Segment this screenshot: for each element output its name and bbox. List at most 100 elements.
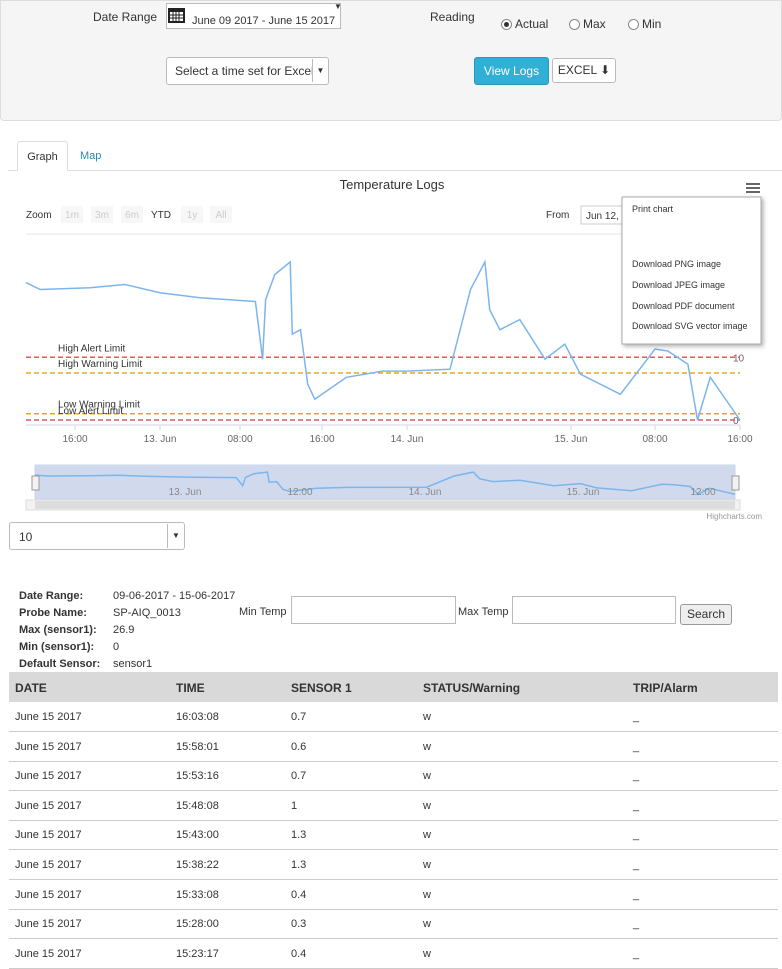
y-tick-label: 0 (733, 416, 739, 427)
credits: Highcharts.com (706, 512, 762, 521)
table-header (9, 672, 778, 702)
navigator-handle[interactable] (31, 475, 40, 491)
column-header: SENSOR 1 (291, 681, 352, 695)
excel-select[interactable]: Select a time set for Excel (166, 57, 329, 85)
navigator-label: 13. Jun (169, 487, 202, 498)
cell: 0.3 (291, 918, 307, 931)
cell: 15:53:16 (176, 770, 219, 783)
button-text: View Logs (483, 64, 540, 78)
radio-label: Min (642, 17, 662, 31)
navigator-series (34, 471, 736, 496)
chart-title: Temperature Logs (340, 177, 445, 192)
cell: 0.7 (291, 770, 307, 783)
from-value: Jun 12, (586, 211, 619, 222)
x-tick-label: 16:00 (62, 434, 87, 445)
export-menu-item[interactable]: Download PDF document (632, 301, 735, 311)
cell: _ (633, 918, 640, 931)
date-range: June 09 2017 - June 15 2017 (192, 15, 336, 27)
cell: June 15 2017 (15, 888, 82, 901)
export-icon-bar (746, 191, 760, 193)
min-temp-input[interactable] (291, 596, 456, 624)
export-menu-item[interactable]: Download SVG vector image (632, 321, 748, 331)
cell: w (423, 918, 431, 931)
row-border (9, 760, 778, 762)
cell: _ (633, 859, 640, 871)
cell: 15:38:22 (176, 859, 219, 871)
column-header: TRIP/Alarm (633, 681, 698, 695)
label: Reading (430, 10, 475, 24)
line-series (25, 259, 741, 421)
x-tick-label: 08:00 (227, 434, 252, 445)
summary-value: 09-06-2017 - 15-06-2017 (113, 590, 236, 602)
label: Max Temp (458, 606, 509, 618)
y-tick-label: 10 (733, 353, 745, 364)
view-logs-button[interactable]: View Logs (474, 57, 549, 85)
column-header: TIME (176, 681, 205, 695)
navigator-label: 12:00 (690, 487, 715, 498)
summary-label: Default Sensor: (19, 658, 101, 670)
plot-line-label: Low Warning Limit (58, 400, 140, 411)
label: Min Temp (239, 606, 287, 618)
cell: 1.3 (291, 859, 307, 871)
row-border (9, 849, 778, 851)
cell: _ (633, 711, 640, 723)
cell: _ (633, 740, 640, 753)
export-menu-item[interactable]: Download JPEG image (632, 280, 725, 290)
date-input[interactable] (166, 3, 341, 29)
radio-label: Actual (515, 17, 549, 31)
cell: June 15 2017 (15, 799, 82, 812)
cell: 15:43:00 (176, 829, 219, 842)
scrollbar-thumb[interactable] (35, 501, 735, 509)
tab-border (8, 170, 782, 171)
row-border (9, 879, 778, 880)
tab[interactable]: Map (80, 150, 102, 162)
zoom-button[interactable] (61, 206, 83, 223)
cell: w (423, 888, 431, 901)
x-tick-label: 08:00 (642, 434, 667, 445)
cell: 0.6 (291, 740, 307, 753)
summary-label: Min (sensor1): (19, 641, 95, 653)
radio[interactable] (628, 19, 639, 30)
cell: 0.7 (291, 711, 307, 723)
cell: w (423, 770, 431, 783)
cell: June 15 2017 (15, 918, 82, 931)
zoom-button[interactable] (210, 206, 232, 223)
tab-text: Graph (27, 151, 58, 163)
zoom-button[interactable] (181, 206, 203, 223)
x-tick-label: 16:00 (727, 434, 752, 445)
zoom-button-text: YTD (151, 210, 171, 221)
export-menu-item[interactable]: Download PNG image (632, 259, 721, 269)
export-icon-bar (746, 187, 760, 189)
row-border (9, 908, 778, 910)
search-button[interactable]: Search (680, 604, 732, 625)
zoom-button-text: 1m (65, 210, 79, 221)
zoom-button[interactable] (149, 206, 173, 223)
export-menu (621, 196, 762, 345)
summary-label: Date Range: (19, 590, 84, 602)
label: Date Range (93, 10, 158, 24)
navigator-label: 14. Jun (409, 487, 442, 498)
max-temp-input[interactable] (512, 596, 676, 624)
cell: 1 (291, 799, 298, 812)
zoom-button-text: All (215, 210, 226, 221)
row-border (9, 938, 778, 940)
plot-line-label: High Alert Limit (58, 343, 125, 354)
page-size-select[interactable]: 10 (9, 522, 185, 550)
cell: _ (633, 799, 640, 812)
export-icon-bar (746, 183, 760, 185)
excel-button[interactable]: EXCEL ⬇ (552, 58, 616, 83)
zoom-button[interactable] (121, 206, 143, 223)
cell: w (423, 740, 431, 753)
cell: _ (633, 829, 640, 842)
cell: June 15 2017 (15, 947, 82, 960)
x-tick-label: 13. Jun (144, 434, 177, 445)
row-border (9, 790, 778, 792)
radio[interactable] (569, 19, 580, 30)
zoom-button[interactable] (91, 206, 113, 223)
navigator-handle[interactable] (731, 475, 740, 491)
export-menu-item[interactable]: Print chart (632, 204, 674, 214)
cell: 0.4 (291, 888, 307, 901)
cell: June 15 2017 (15, 740, 82, 753)
tab-active[interactable]: Graph (17, 141, 68, 171)
cell: 16:03:08 (176, 711, 219, 723)
